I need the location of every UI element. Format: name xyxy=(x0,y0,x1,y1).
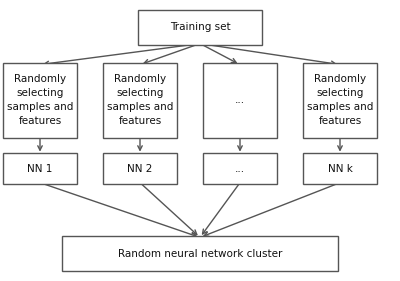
FancyBboxPatch shape xyxy=(3,63,77,138)
Text: Randomly
selecting
samples and
features: Randomly selecting samples and features xyxy=(7,74,73,126)
FancyBboxPatch shape xyxy=(203,153,277,184)
Text: Random neural network cluster: Random neural network cluster xyxy=(118,249,282,259)
FancyBboxPatch shape xyxy=(303,153,377,184)
Text: Randomly
selecting
samples and
features: Randomly selecting samples and features xyxy=(107,74,173,126)
Text: NN 1: NN 1 xyxy=(27,164,53,174)
Text: ...: ... xyxy=(235,96,245,105)
Text: ...: ... xyxy=(235,164,245,174)
Text: Randomly
selecting
samples and
features: Randomly selecting samples and features xyxy=(307,74,373,126)
FancyBboxPatch shape xyxy=(103,153,177,184)
Text: NN 2: NN 2 xyxy=(127,164,153,174)
FancyBboxPatch shape xyxy=(103,63,177,138)
FancyBboxPatch shape xyxy=(303,63,377,138)
Text: NN k: NN k xyxy=(328,164,352,174)
FancyBboxPatch shape xyxy=(138,10,262,45)
Text: Training set: Training set xyxy=(170,22,230,32)
FancyBboxPatch shape xyxy=(203,63,277,138)
FancyBboxPatch shape xyxy=(3,153,77,184)
FancyBboxPatch shape xyxy=(62,236,338,271)
